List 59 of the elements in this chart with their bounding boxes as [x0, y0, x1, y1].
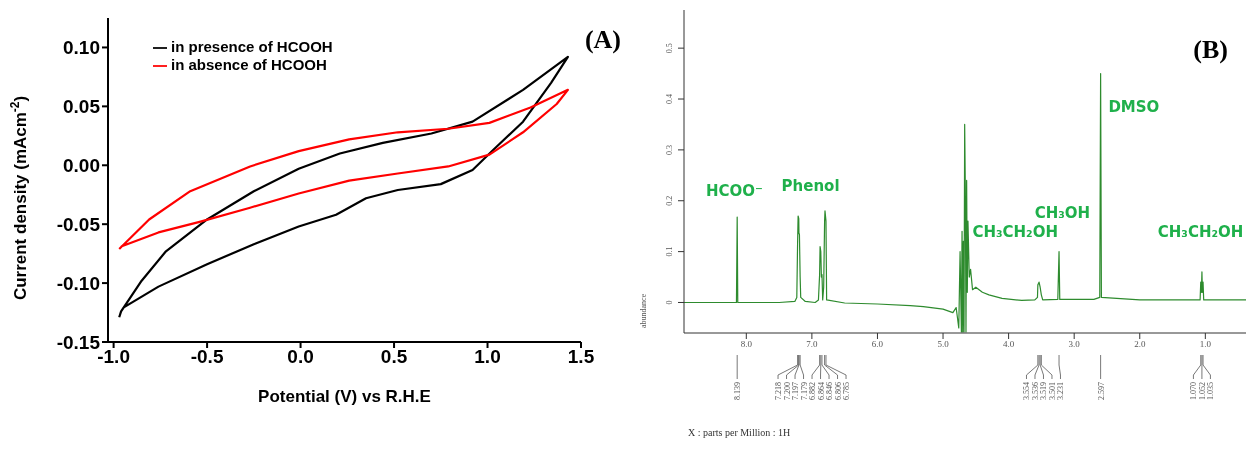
y-tick-label: 0.4 — [665, 94, 674, 105]
annotation: 6.806 — [833, 382, 843, 400]
x-axis-title: Potential (V) vs R.H.E — [258, 387, 431, 406]
x-tick-label: 3.0 — [1068, 339, 1081, 350]
annotation: 6.785 — [842, 382, 852, 400]
x-tick-label: 1.5 — [567, 346, 595, 368]
x-tick-label: 2.0 — [1134, 339, 1146, 350]
annotation: 3.501 — [1047, 382, 1057, 400]
legend-label: in absence of HCOOH — [171, 56, 327, 73]
x-tick-label: 0.0 — [287, 346, 314, 368]
annotation: 1.052 — [1197, 382, 1207, 400]
y-tick-label: 0.1 — [665, 246, 674, 257]
annotation: CH₃OH — [1034, 203, 1091, 222]
x-tick-label: 1.0 — [1199, 339, 1212, 350]
annotation: CH₃CH₂OH — [1157, 223, 1244, 242]
x-tick-label: 0.5 — [380, 346, 408, 368]
x-tick-label: 6.0 — [871, 339, 884, 350]
annotation: 3.519 — [1039, 382, 1049, 400]
y-tick-label: 0.05 — [63, 96, 101, 118]
chart-title: (A) — [584, 25, 621, 54]
y-tick-label: 0.5 — [665, 43, 674, 54]
y-tick-label: 0.00 — [63, 155, 100, 177]
annotation: 7.200 — [782, 382, 792, 400]
y-tick-label: -0.10 — [56, 272, 100, 294]
x-tick-label: 1.0 — [474, 346, 501, 368]
annotation: 6.864 — [816, 382, 826, 400]
y-tick-label: 0.2 — [665, 195, 674, 206]
annotation: 6.846 — [825, 382, 835, 400]
y-axis-title: abundance — [639, 293, 648, 328]
annotation: 3.554 — [1022, 382, 1032, 400]
y-tick-label: 0.10 — [63, 37, 100, 59]
annotation: CH₃CH₂OH — [972, 223, 1058, 242]
x-tick-label: 4.0 — [1002, 339, 1015, 350]
annotation: 3.536 — [1030, 382, 1040, 400]
y-tick-label: 0 — [665, 300, 674, 305]
y-tick-label: -0.05 — [56, 213, 101, 235]
annotation: 2.597 — [1096, 382, 1106, 400]
annotation: Phenol — [781, 176, 840, 195]
x-tick-label: 7.0 — [806, 339, 818, 350]
annotation: 7.218 — [774, 382, 784, 400]
text: (B) — [1193, 35, 1228, 64]
x-tick-label: -0.5 — [190, 346, 224, 368]
x-tick-label: 8.0 — [740, 339, 753, 350]
annotation: 7.197 — [791, 382, 801, 400]
annotation: DMSO — [1108, 97, 1160, 116]
annotation: 8.139 — [733, 382, 743, 400]
y-tick-label: -0.15 — [56, 331, 101, 353]
x-axis-title: X : parts per Million : 1H — [688, 427, 791, 438]
line-series — [118, 88, 570, 251]
annotation: 6.882 — [808, 382, 818, 400]
annotation: 1.070 — [1189, 382, 1199, 400]
annotation: 1.035 — [1206, 382, 1216, 400]
annotation: 3.231 — [1056, 382, 1066, 400]
line-series — [118, 55, 570, 319]
annotation: 7.179 — [799, 382, 809, 400]
y-tick-label: 0.3 — [665, 144, 674, 155]
annotation: HCOO⁻ — [706, 181, 763, 200]
legend-label: in presence of HCOOH — [171, 38, 333, 55]
x-tick-label: 5.0 — [937, 339, 950, 350]
